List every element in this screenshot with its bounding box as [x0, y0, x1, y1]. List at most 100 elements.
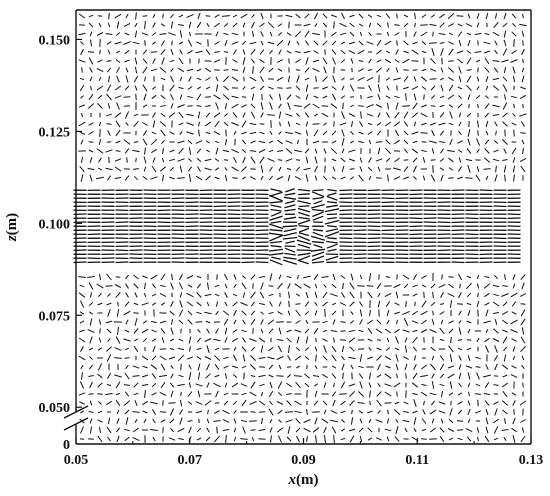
vector — [448, 437, 454, 441]
vector — [511, 311, 517, 315]
vector — [304, 310, 310, 316]
vector — [125, 292, 129, 298]
vector — [384, 355, 392, 361]
vector — [339, 22, 347, 28]
vector — [477, 120, 479, 128]
vector — [168, 112, 176, 118]
vector — [288, 21, 290, 29]
vector — [340, 176, 346, 180]
vector — [224, 113, 228, 117]
vector — [331, 93, 337, 101]
vector — [394, 436, 400, 442]
y-tick-label: 0.075 — [39, 309, 71, 324]
vector — [87, 276, 95, 278]
vector — [105, 285, 113, 287]
vector — [358, 23, 364, 27]
vector — [393, 176, 401, 180]
vector — [286, 32, 292, 36]
vector — [144, 21, 146, 29]
vector — [349, 346, 355, 352]
vector — [375, 141, 383, 143]
jet-vector — [326, 195, 338, 201]
vector — [232, 59, 238, 63]
vector — [519, 94, 527, 100]
vector — [314, 417, 318, 425]
jet-vector — [157, 209, 171, 212]
vector — [179, 300, 183, 308]
vector — [187, 284, 193, 288]
vector — [286, 87, 292, 89]
vector — [294, 400, 302, 406]
vector — [510, 292, 518, 298]
vector — [106, 302, 112, 306]
vector — [141, 374, 149, 378]
vector — [348, 113, 356, 117]
vector — [251, 346, 255, 352]
vector — [520, 318, 526, 326]
vector — [312, 411, 320, 413]
vector — [80, 300, 84, 308]
vector — [197, 166, 201, 172]
jet-vector — [437, 249, 451, 252]
jet-vector — [157, 221, 171, 224]
vector — [123, 384, 131, 386]
vector — [468, 391, 470, 397]
vector — [413, 176, 417, 180]
vector — [151, 283, 157, 289]
jet-vector — [339, 237, 353, 240]
vector — [197, 372, 201, 380]
vector — [466, 436, 472, 442]
vector — [195, 383, 203, 387]
jet-vector — [451, 261, 465, 264]
vector — [179, 165, 183, 173]
vector — [259, 58, 265, 64]
vector — [485, 12, 489, 20]
vector — [223, 400, 229, 406]
x-axis-unit: (m) — [296, 472, 319, 488]
jet-vector — [465, 217, 479, 220]
vector — [214, 347, 220, 351]
vector — [160, 328, 166, 334]
vector — [78, 104, 86, 108]
vector — [276, 176, 284, 180]
jet-vector — [298, 227, 310, 233]
jet-vector — [311, 260, 325, 264]
vector — [177, 383, 185, 387]
vector — [278, 435, 282, 443]
vector — [359, 121, 363, 127]
vector — [233, 274, 237, 280]
vector — [412, 157, 418, 163]
vector — [159, 348, 167, 350]
vector — [510, 329, 518, 333]
plot-background — [76, 10, 531, 444]
vector — [405, 345, 407, 353]
vector — [107, 49, 111, 55]
vector — [429, 329, 437, 333]
vector — [268, 328, 274, 334]
vector — [502, 22, 508, 28]
vector — [520, 165, 526, 173]
vector — [188, 21, 192, 29]
jet-vector — [327, 216, 337, 220]
jet-vector — [269, 194, 283, 202]
vector — [196, 158, 202, 162]
vector — [375, 104, 383, 108]
vector — [305, 94, 309, 100]
vector — [251, 30, 255, 38]
vector — [143, 156, 147, 164]
vector — [512, 400, 516, 406]
vector — [394, 129, 400, 137]
vector — [250, 355, 256, 361]
vector — [231, 365, 239, 369]
vector — [439, 311, 445, 315]
vector — [250, 310, 256, 316]
vector — [477, 436, 479, 442]
vector — [421, 275, 427, 279]
vector — [297, 274, 299, 280]
vector — [177, 67, 185, 73]
vector — [278, 301, 282, 307]
vector — [394, 95, 400, 99]
vector — [466, 50, 472, 54]
vector — [170, 300, 174, 308]
vector — [393, 382, 401, 388]
